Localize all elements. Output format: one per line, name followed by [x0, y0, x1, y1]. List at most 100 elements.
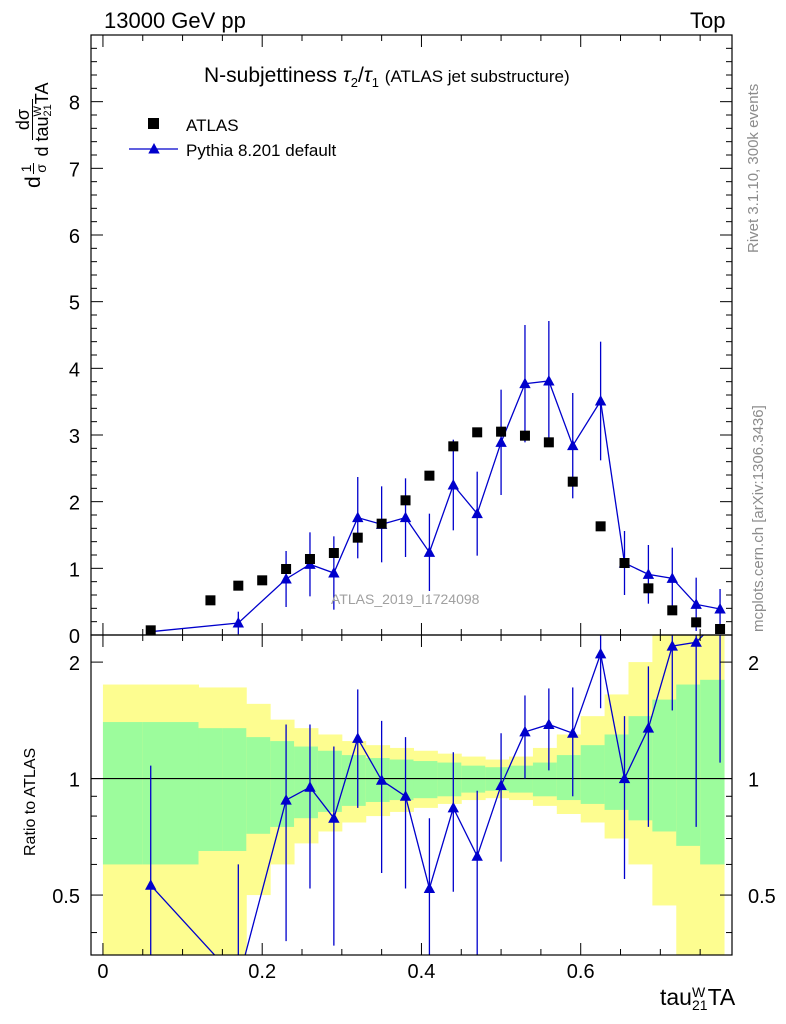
- band-inner-17: [556, 755, 582, 801]
- y-tick-label: 4: [69, 359, 80, 381]
- atlas-point-12: [472, 427, 483, 438]
- pythia-point-18: [666, 572, 678, 583]
- ratio-point-14: [567, 727, 579, 738]
- y-tick-label: 0: [69, 626, 80, 648]
- y-tick-label: 2: [69, 493, 80, 515]
- atlas-point-1: [205, 595, 216, 606]
- pythia-point-7: [399, 511, 412, 523]
- ratio-y-axis-label: Ratio to ATLAS: [22, 747, 39, 856]
- pythia-point-12: [519, 377, 531, 389]
- pythia-point-1: [232, 617, 245, 628]
- atlas-point-16: [567, 476, 578, 487]
- atlas-point-7: [352, 532, 363, 543]
- ratio-point-0: [145, 879, 157, 890]
- ratio-point-16: [618, 772, 631, 784]
- band-inner-21: [652, 699, 677, 832]
- pythia-point-15: [594, 395, 607, 406]
- legend: ATLAS Pythia 8.201 default: [129, 116, 337, 160]
- ratio-point-11: [495, 779, 507, 790]
- pythia-point-10: [471, 507, 483, 519]
- pythia-point-8: [423, 546, 436, 557]
- atlas-point-8: [376, 518, 387, 529]
- atlas-point-2: [233, 580, 244, 591]
- atlas-point-0: [145, 625, 156, 635]
- band-inner-16: [532, 762, 558, 797]
- atlas-point-20: [667, 605, 678, 616]
- title-main: N-subjettiness: [204, 64, 338, 87]
- atlas-point-9: [400, 495, 411, 506]
- plot-title: N-subjettiness τ2/τ1 (ATLAS jet substruc…: [204, 64, 570, 90]
- atlas-point-21: [691, 617, 702, 628]
- ratio-y-tick-label-left: 0.5: [52, 886, 80, 908]
- band-inner-0: [102, 722, 144, 865]
- ratio-point-1: [233, 975, 244, 986]
- atlas-point-19: [643, 583, 654, 594]
- main-y-axis-label: d 1 σ dσ d tau W 21 TA: [13, 82, 55, 188]
- band-inner-2: [198, 728, 223, 851]
- atlas-point-17: [595, 521, 606, 532]
- y-tick-label: 7: [69, 159, 80, 181]
- atlas-point-18: [619, 558, 630, 568]
- atlas-point-15: [543, 437, 554, 448]
- ratio-frame: [90, 634, 733, 956]
- y-tick-label: 3: [69, 426, 80, 448]
- pythia-point-9: [447, 479, 460, 490]
- atlas-point-3: [257, 575, 268, 586]
- x-tick-label: 0.6: [567, 961, 595, 983]
- ratio-point-6: [375, 774, 388, 785]
- x-tick-label: 0: [97, 961, 108, 983]
- rivet-version-label: Rivet 3.1.10, 300k events: [745, 83, 762, 253]
- pythia-point-19: [690, 598, 702, 609]
- ratio-point-7: [399, 790, 412, 801]
- atlas-point-22: [715, 624, 726, 634]
- y-tick-label: 8: [69, 93, 80, 115]
- ratio-point-8: [423, 882, 436, 893]
- band-inner-18: [580, 745, 606, 804]
- ratio-point-4: [328, 812, 340, 823]
- pythia-point-11: [495, 436, 507, 447]
- pythia-point-14: [567, 439, 579, 451]
- ratio-point-13: [543, 718, 555, 729]
- band-inner-19: [604, 734, 629, 810]
- ratio-point-17: [642, 722, 655, 733]
- header-energy: 13000 GeV pp: [104, 8, 246, 33]
- ratio-y-tick-label-right: 2: [748, 653, 759, 675]
- pythia-point-20: [714, 603, 726, 614]
- legend-pythia-label: Pythia 8.201 default: [186, 141, 337, 160]
- ratio-point-19: [690, 636, 702, 647]
- ratio-point-10: [471, 850, 483, 861]
- pythia-point-4: [328, 567, 340, 578]
- axis-frames: [90, 34, 733, 956]
- ratio-point-5: [352, 732, 364, 743]
- band-inner-12: [437, 762, 462, 797]
- band-inner-11: [413, 761, 438, 799]
- ratio-uncertainty-bands: [102, 635, 725, 955]
- band-inner-6: [294, 746, 319, 819]
- x-axis-label: tau W 21 TA: [660, 983, 736, 1013]
- main-series: [145, 321, 726, 635]
- band-inner-1: [142, 722, 199, 865]
- pythia-point-13: [543, 375, 555, 386]
- ratio-y-tick-label-right: 1: [748, 770, 759, 792]
- x-tick-label: 0.2: [248, 961, 276, 983]
- legend-pythia-marker: [148, 143, 160, 154]
- band-inner-9: [365, 758, 391, 802]
- title-tau2: τ2: [342, 64, 358, 91]
- pythia-point-5: [352, 511, 364, 523]
- atlas-point-13: [496, 426, 507, 437]
- legend-atlas-label: ATLAS: [186, 116, 239, 135]
- ratio-point-2: [280, 794, 292, 805]
- y-tick-label: 1: [69, 559, 80, 581]
- header-process: Top: [690, 8, 726, 33]
- title-slash: /: [358, 64, 364, 87]
- atlas-point-6: [328, 548, 339, 558]
- analysis-watermark: ATLAS_2019_I1724098: [331, 591, 480, 607]
- axis-ticks: [91, 35, 732, 955]
- pythia-point-2: [280, 573, 292, 584]
- title-tau1: τ1: [363, 64, 379, 91]
- x-tick-label: 0.4: [408, 961, 436, 983]
- band-inner-3: [222, 728, 247, 851]
- atlas-point-11: [448, 441, 459, 452]
- ratio-y-tick-label-left: 2: [69, 653, 80, 675]
